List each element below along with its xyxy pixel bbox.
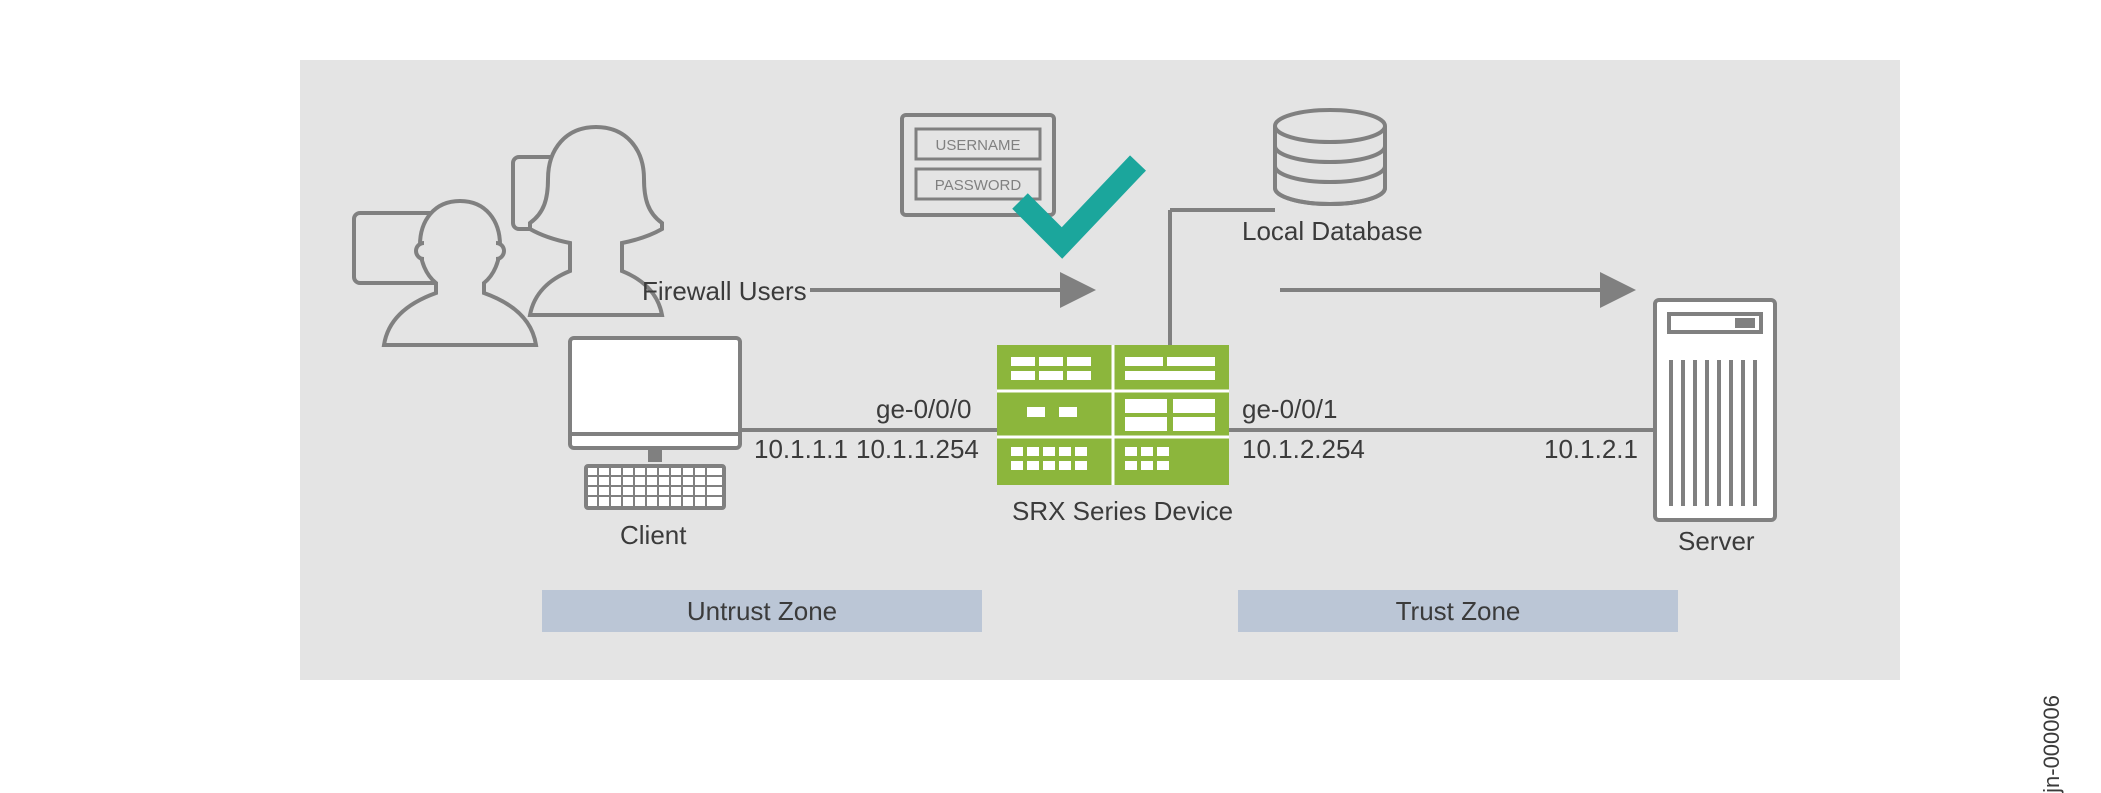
ge-left: ge-0/0/0 (876, 394, 971, 425)
diagram-svg: USERNAME PASSWORD (300, 60, 1900, 680)
server-ip: 10.1.2.1 (1544, 434, 1638, 465)
login-icon: USERNAME PASSWORD (902, 115, 1138, 243)
figure-id: jn-000006 (2039, 695, 2065, 793)
firewall-users-label: Firewall Users (642, 276, 807, 307)
firewall-users-icon (354, 127, 662, 345)
server-icon (1655, 300, 1775, 520)
untrust-zone: Untrust Zone (542, 590, 982, 632)
trust-zone: Trust Zone (1238, 590, 1678, 632)
client-label: Client (620, 520, 686, 551)
srx-icon (997, 345, 1229, 485)
ge-left-ip: 10.1.1.254 (856, 434, 979, 465)
database-icon (1275, 110, 1385, 204)
diagram-canvas: USERNAME PASSWORD (300, 60, 1900, 680)
client-ip: 10.1.1.1 (754, 434, 848, 465)
server-label: Server (1678, 526, 1755, 557)
ge-right-ip: 10.1.2.254 (1242, 434, 1365, 465)
local-db-label: Local Database (1242, 216, 1423, 247)
srx-label: SRX Series Device (1012, 496, 1233, 527)
username-text: USERNAME (935, 137, 1020, 154)
client-icon (570, 338, 740, 508)
password-text: PASSWORD (935, 177, 1022, 194)
check-icon (1020, 163, 1138, 243)
ge-right: ge-0/0/1 (1242, 394, 1337, 425)
